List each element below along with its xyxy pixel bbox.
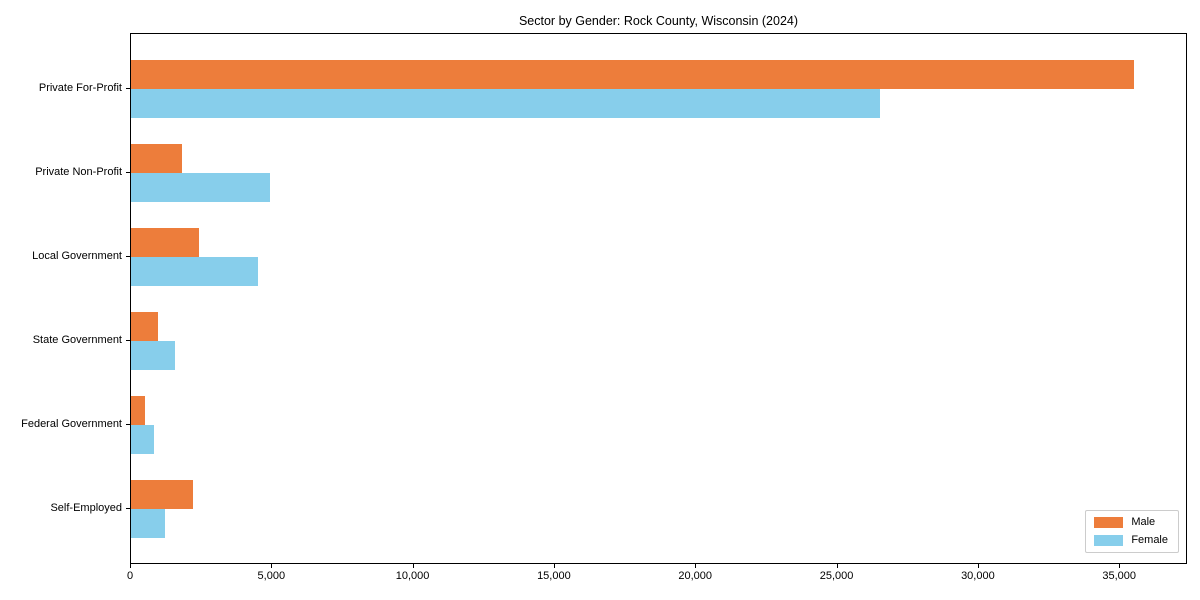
xtick-mark-35000 <box>1119 564 1121 568</box>
bar-female-private-for-profit <box>131 89 880 118</box>
bar-female-state-government <box>131 341 175 370</box>
chart-title: Sector by Gender: Rock County, Wisconsin… <box>518 14 799 28</box>
xtick-mark-30000 <box>977 564 979 568</box>
legend: Male Female <box>1085 510 1179 553</box>
bar-female-self-employed <box>131 509 165 538</box>
xtick-label-25000: 25,000 <box>819 570 854 582</box>
xtick-label-10000: 10,000 <box>395 570 430 582</box>
bar-male-federal-government <box>131 396 146 425</box>
xtick-label-0: 0 <box>126 570 134 582</box>
ytick-mark-state-government <box>126 340 130 341</box>
bar-male-local-government <box>131 228 199 257</box>
legend-swatch-male <box>1094 517 1124 528</box>
legend-swatch-female <box>1094 535 1124 546</box>
legend-label-male: Male <box>1131 516 1156 528</box>
xtick-mark-5000 <box>271 564 273 568</box>
bar-female-local-government <box>131 257 259 286</box>
ytick-label-federal-government: Federal Government <box>21 418 122 430</box>
ytick-mark-private-non-profit <box>126 172 130 173</box>
legend-entry-male: Male <box>1094 517 1168 528</box>
ytick-label-local-government: Local Government <box>32 250 122 262</box>
ytick-mark-federal-government <box>126 424 130 425</box>
xtick-mark-20000 <box>695 564 697 568</box>
ytick-mark-local-government <box>126 256 130 257</box>
xtick-mark-10000 <box>412 564 414 568</box>
ytick-mark-private-for-profit <box>126 88 130 89</box>
ytick-label-self-employed: Self-Employed <box>50 502 122 514</box>
xtick-label-5000: 5,000 <box>257 570 286 582</box>
xtick-mark-15000 <box>553 564 555 568</box>
bar-female-private-non-profit <box>131 173 270 202</box>
ytick-label-private-for-profit: Private For-Profit <box>38 82 122 94</box>
xtick-label-35000: 35,000 <box>1102 570 1137 582</box>
xtick-label-15000: 15,000 <box>537 570 571 582</box>
bar-male-private-for-profit <box>131 60 1135 89</box>
legend-entry-female: Female <box>1094 535 1168 546</box>
xtick-label-20000: 20,000 <box>678 570 713 582</box>
ytick-label-state-government: State Government <box>32 334 122 346</box>
xtick-mark-0 <box>130 564 131 568</box>
plot-area: Male Female <box>130 33 1187 564</box>
xtick-label-30000: 30,000 <box>961 570 995 582</box>
bar-male-private-non-profit <box>131 144 182 173</box>
ytick-label-private-non-profit: Private Non-Profit <box>35 166 122 178</box>
ytick-mark-self-employed <box>126 508 130 509</box>
xtick-mark-25000 <box>836 564 838 568</box>
bar-male-self-employed <box>131 480 194 509</box>
legend-label-female: Female <box>1131 534 1168 546</box>
bar-male-state-government <box>131 312 158 341</box>
bar-female-federal-government <box>131 425 154 454</box>
